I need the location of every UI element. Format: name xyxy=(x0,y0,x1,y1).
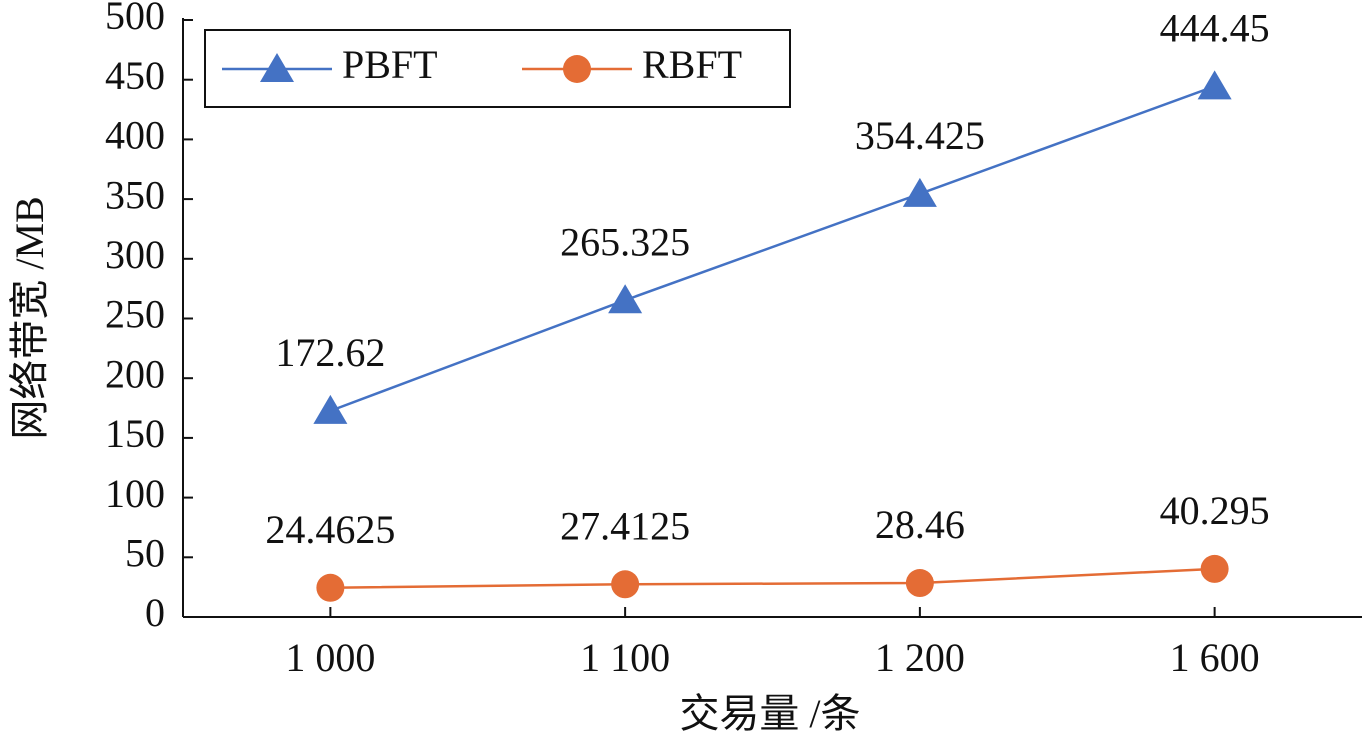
series-line xyxy=(330,567,1215,590)
data-label: 24.4625 xyxy=(265,507,395,552)
x-tick-label: 1 000 xyxy=(285,635,375,680)
data-point xyxy=(1197,70,1232,100)
legend-label: RBFT xyxy=(642,42,742,87)
legend-marker xyxy=(260,53,294,82)
x-tick-label: 1 600 xyxy=(1170,635,1260,680)
data-point xyxy=(316,573,345,602)
data-label: 40.295 xyxy=(1160,488,1270,533)
data-label: 265.325 xyxy=(560,219,690,264)
data-point xyxy=(902,177,937,207)
y-tick-label: 150 xyxy=(105,411,165,456)
legend-label: PBFT xyxy=(342,42,438,87)
y-tick-label: 200 xyxy=(105,351,165,396)
data-label: 172.62 xyxy=(275,330,385,375)
data-label: 354.425 xyxy=(855,113,985,158)
data-label: 27.4125 xyxy=(560,503,690,548)
data-label: 28.46 xyxy=(875,502,965,547)
data-point xyxy=(611,570,640,599)
y-tick-label: 300 xyxy=(105,232,165,277)
y-tick-label: 50 xyxy=(125,530,165,575)
data-point xyxy=(905,569,934,598)
y-tick-label: 100 xyxy=(105,471,165,516)
y-tick-label: 0 xyxy=(145,590,165,635)
y-axis-label: 网络带宽 /MB xyxy=(7,196,52,439)
x-tick-label: 1 100 xyxy=(580,635,670,680)
series-line xyxy=(329,85,1216,413)
data-point xyxy=(608,284,643,314)
y-tick-label: 250 xyxy=(105,292,165,337)
legend-marker xyxy=(563,55,591,83)
x-tick-label: 1 200 xyxy=(875,635,965,680)
y-tick-label: 400 xyxy=(105,113,165,158)
y-tick-label: 450 xyxy=(105,53,165,98)
y-tick-label: 500 xyxy=(105,0,165,38)
data-point xyxy=(313,394,348,424)
y-tick-label: 350 xyxy=(105,172,165,217)
data-point xyxy=(1200,554,1229,583)
data-label: 444.45 xyxy=(1160,5,1270,50)
x-axis-label: 交易量 /条 xyxy=(679,691,860,736)
